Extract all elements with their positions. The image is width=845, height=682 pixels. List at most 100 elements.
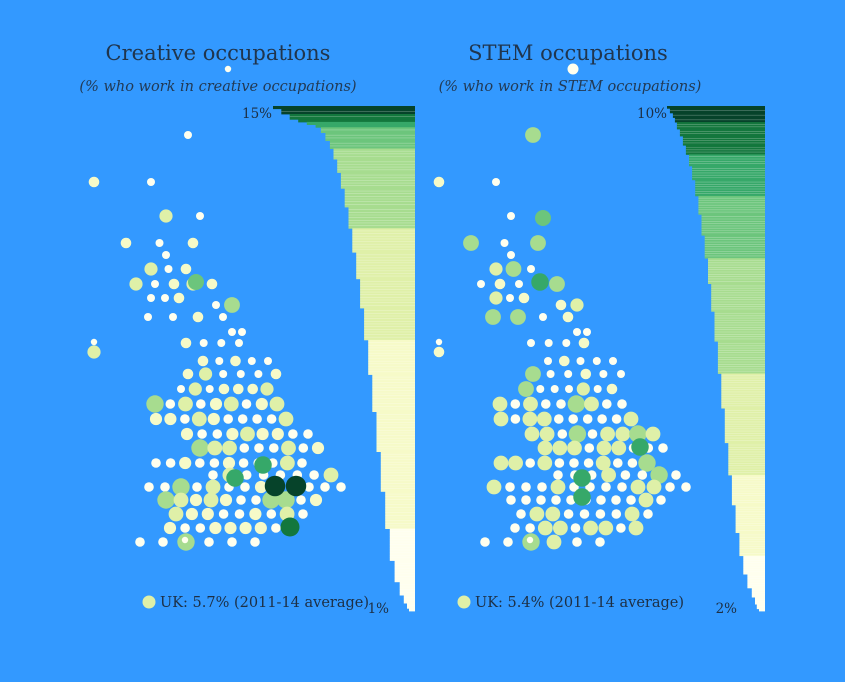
area-dot [529, 506, 545, 522]
area-dot [144, 262, 158, 276]
area-dot [255, 397, 268, 411]
area-dot [539, 313, 547, 321]
area-dot [180, 414, 190, 424]
area-dot [169, 313, 177, 321]
area-dot [524, 426, 540, 442]
area-dot [256, 427, 269, 441]
area-dot-highlight [573, 488, 591, 506]
area-dot [226, 427, 239, 441]
area-dot [163, 521, 177, 535]
area-dot [579, 509, 590, 519]
area-dot [219, 493, 233, 507]
area-dot [562, 311, 574, 323]
area-dot [650, 466, 668, 484]
area-dot [281, 440, 296, 456]
area-dot [224, 65, 232, 73]
area-dot [537, 440, 553, 456]
area-dot [205, 385, 214, 393]
creative-min-label: 1% [368, 601, 390, 617]
area-dot [207, 412, 220, 426]
area-dot-highlight [280, 517, 300, 537]
area-dot [249, 507, 262, 521]
area-dot [144, 482, 154, 492]
area-dot [601, 467, 616, 483]
area-dot [206, 278, 218, 290]
area-dot [269, 396, 285, 412]
area-dot [584, 396, 599, 412]
area-dot [521, 495, 531, 505]
area-dot [638, 454, 656, 472]
area-dot [564, 370, 573, 378]
area-dot [179, 456, 192, 470]
area-dot [161, 294, 169, 302]
area-dot [297, 458, 307, 468]
ranked-bar [409, 608, 415, 612]
area-dot [492, 396, 508, 412]
area-dot [597, 414, 607, 424]
area-dot [196, 399, 206, 409]
area-dot [553, 470, 563, 480]
area-dot [224, 297, 240, 313]
area-dot [549, 276, 565, 292]
area-dot [617, 482, 627, 492]
ranked-bar [368, 339, 415, 375]
stem-min-label: 2% [716, 601, 738, 617]
area-dot [336, 482, 346, 492]
area-dot [192, 311, 204, 323]
area-dot [269, 443, 279, 453]
ranked-bar [340, 172, 415, 189]
area-dot [576, 357, 585, 365]
ranked-bar [273, 106, 415, 110]
area-dot [596, 495, 606, 505]
area-dot [486, 479, 502, 495]
area-dot [563, 509, 574, 519]
ranked-bar [759, 608, 765, 612]
area-dot [264, 357, 272, 365]
area-dot [147, 178, 155, 186]
ranked-bar [685, 145, 765, 155]
area-dot [147, 294, 155, 302]
ranked-bar [352, 228, 415, 253]
ranked-bar [389, 528, 415, 561]
area-dot [160, 482, 170, 492]
area-dot [219, 370, 228, 378]
area-dot [572, 537, 582, 547]
area-dot [541, 399, 551, 409]
area-dot [500, 239, 509, 247]
area-dot [537, 520, 553, 536]
area-dot [576, 382, 590, 396]
area-dot [271, 427, 284, 441]
ranked-bar [724, 408, 765, 444]
area-dot [298, 509, 308, 519]
area-dot [180, 337, 192, 349]
area-dot [477, 280, 485, 288]
area-dot [172, 478, 190, 496]
stem-chart-title: STEM occupations [468, 41, 668, 65]
area-dot [569, 458, 579, 468]
area-dot [254, 443, 264, 453]
stem-max-label: 10% [637, 106, 667, 122]
area-dot [207, 440, 223, 456]
ranked-bar [672, 112, 765, 118]
area-dot [191, 411, 207, 427]
area-dot [271, 523, 281, 533]
area-dot [129, 277, 143, 291]
area-dot [623, 411, 639, 427]
ranked-bar [348, 207, 415, 229]
area-dot [240, 426, 255, 442]
area-dot [199, 367, 213, 381]
ranked-bar [739, 532, 765, 557]
area-dot [595, 537, 605, 547]
stem-chart-subtitle: (% who work in STEM occupations) [439, 79, 702, 95]
area-dot [260, 382, 274, 396]
area-dot [288, 429, 298, 439]
area-dot [624, 506, 640, 522]
area-dot [165, 399, 176, 409]
area-dot [525, 366, 541, 382]
area-dot [485, 309, 501, 325]
area-dot [180, 263, 192, 275]
area-dot [503, 537, 513, 547]
area-dot [240, 482, 250, 492]
area-dot [681, 482, 691, 492]
area-dot [173, 492, 189, 508]
